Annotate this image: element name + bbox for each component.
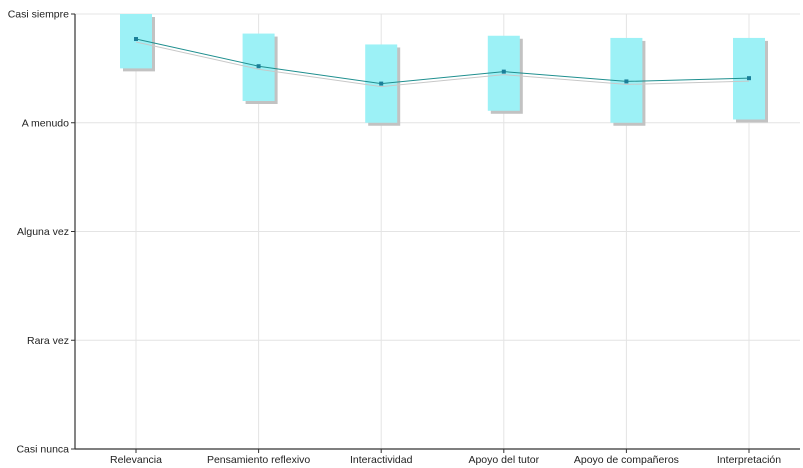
mean-point	[747, 76, 751, 81]
y-tick-label: Alguna vez	[17, 226, 69, 238]
y-tick-label: Casi siempre	[8, 9, 69, 21]
x-tick-label: Interactividad	[350, 454, 413, 466]
x-tick-label: Interpretación	[717, 454, 781, 466]
mean-point	[624, 79, 629, 84]
x-tick-labels: Relevancia Pensamiento reflexivo Interacti…	[110, 454, 781, 466]
mean-points	[134, 37, 751, 86]
x-tick-label: Relevancia	[110, 454, 162, 466]
axes	[71, 13, 800, 453]
x-tick-label: Pensamiento reflexivo	[207, 454, 310, 466]
y-tick-labels: Casi nunca Rara vez Alguna vez A menudo Casi…	[8, 9, 69, 456]
y-tick-label: Casi nunca	[16, 444, 69, 456]
mean-line-series	[135, 38, 750, 85]
mean-line-shadow	[135, 41, 750, 88]
mean-point	[501, 69, 506, 74]
y-tick-label: Rara vez	[27, 335, 69, 347]
x-tick-label: Apoyo de compañeros	[574, 454, 679, 466]
x-tick-label: Apoyo del tutor	[468, 454, 539, 466]
mean-line	[135, 38, 750, 88]
mean-point	[379, 81, 384, 86]
range-boxes	[120, 14, 768, 126]
mean-point	[256, 64, 261, 69]
y-tick-label: A menudo	[22, 117, 69, 129]
mean-point	[134, 37, 138, 42]
